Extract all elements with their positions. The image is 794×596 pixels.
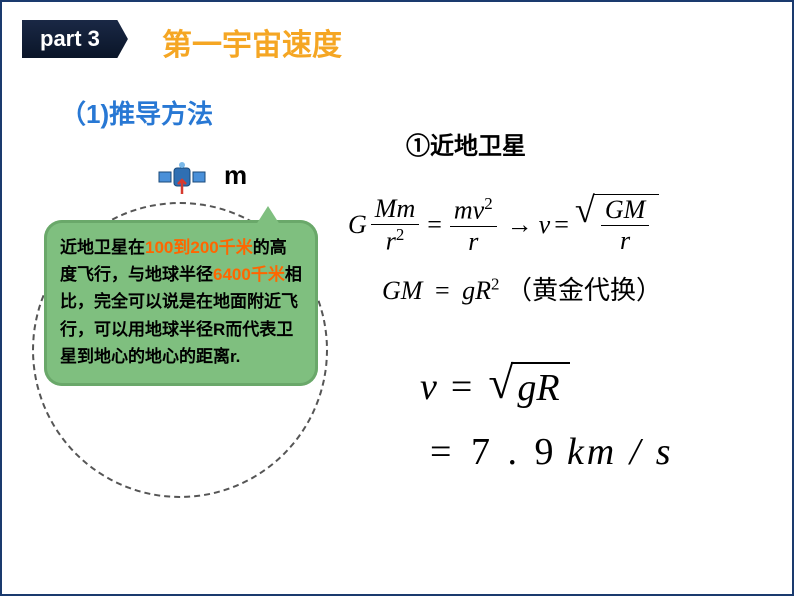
satellite-icon — [157, 160, 207, 201]
frac-den: r2 — [382, 225, 409, 257]
frac-den2: r — [464, 227, 482, 257]
arrow-icon: → — [507, 210, 533, 240]
subtitle-near-earth: ①近地卫星 — [406, 126, 526, 161]
frac-Mm-r2: Mm r2 — [371, 194, 419, 257]
eq-5: = — [430, 431, 451, 473]
part-badge: part 3 — [22, 20, 128, 58]
sqrt-gR: √ gR — [488, 362, 569, 412]
v-big: v — [420, 365, 437, 409]
v: v — [539, 210, 551, 240]
mass-label: m — [224, 160, 247, 191]
sqrt-GM-r: √ GM r — [575, 194, 659, 256]
formula-v-sqrt-gR: v = √ gR — [420, 362, 570, 412]
callout-pointer — [254, 206, 282, 228]
page-title: 第一宇宙速度 — [162, 20, 342, 64]
callout-bubble: 近地卫星在100到200千米的高度飞行，与地球半径6400千米相比，完全可以说是… — [44, 220, 318, 386]
eq-3: = — [435, 276, 450, 305]
callout-pre1: 近地卫星在 — [60, 238, 145, 257]
frac-num2: mv2 — [450, 194, 497, 227]
eq-1: = — [427, 210, 442, 240]
subtitle-method: （1)推导方法 — [60, 94, 213, 131]
callout-text: 近地卫星在100到200千米的高度飞行，与地球半径6400千米相比，完全可以说是… — [60, 234, 302, 370]
callout-highlight-1: 100到200千米 — [145, 238, 253, 257]
value-7-9: 7 . 9 — [471, 431, 558, 473]
eq-4: = — [451, 365, 472, 409]
exp2: 2 — [491, 274, 499, 293]
frac-num: Mm — [371, 194, 419, 225]
formula-golden-substitution: GM = gR2 （黄金代换） — [382, 270, 662, 307]
frac-mv2-r: mv2 r — [450, 194, 497, 257]
unit-km-s: km / s — [567, 431, 674, 473]
G: G — [348, 210, 367, 240]
formula-result-7-9: = 7 . 9 km / s — [420, 430, 674, 474]
GM: GM — [382, 276, 422, 305]
g: g — [462, 276, 475, 305]
R: R — [475, 276, 491, 305]
formula-derivation-1: G Mm r2 = mv2 r → v = √ GM r — [348, 194, 659, 257]
golden-note: （黄金代换） — [506, 276, 662, 305]
eq-2: = — [554, 210, 569, 240]
callout-highlight-2: 6400千米 — [213, 265, 285, 284]
